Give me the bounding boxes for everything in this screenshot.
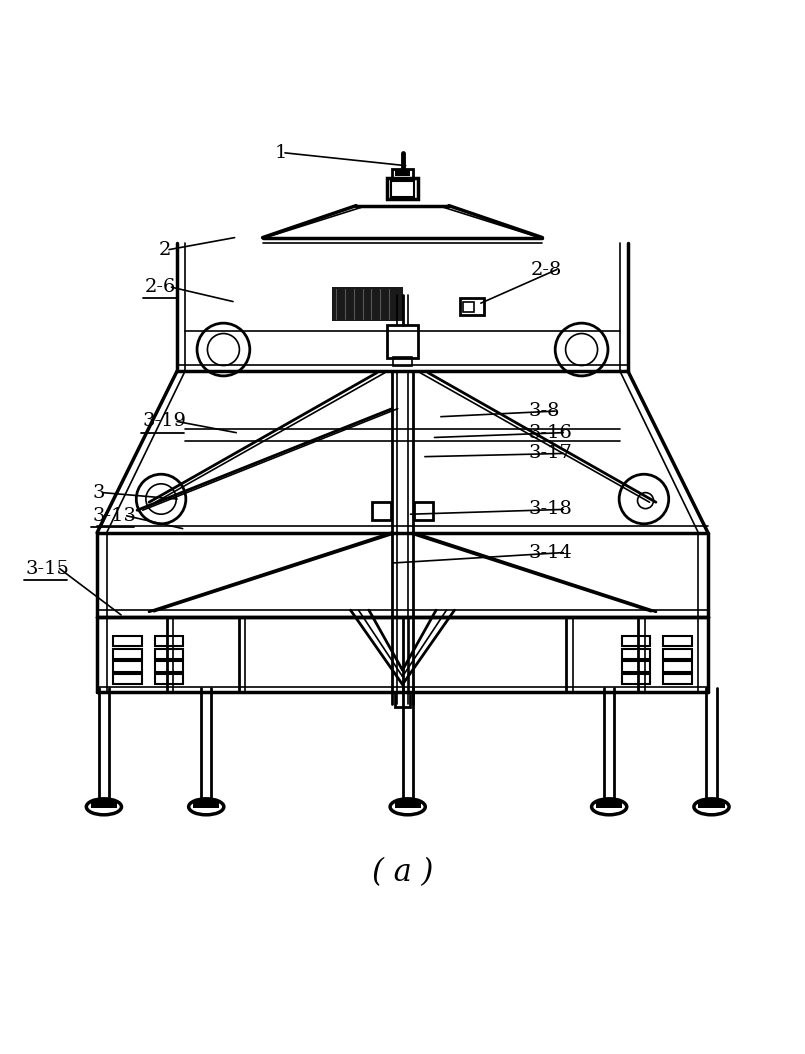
Bar	[663, 675, 692, 684]
Bar	[372, 502, 391, 520]
Text: ( a ): ( a )	[372, 857, 433, 887]
Text: 3: 3	[93, 484, 105, 502]
Bar	[460, 297, 484, 315]
Bar	[155, 636, 184, 646]
Bar	[113, 675, 142, 684]
Bar	[621, 636, 650, 646]
Bar	[394, 800, 421, 808]
Bar	[621, 661, 650, 671]
Bar	[596, 800, 622, 808]
Circle shape	[638, 492, 654, 509]
Bar	[414, 502, 433, 520]
Text: 3-8: 3-8	[529, 402, 560, 421]
Bar	[155, 661, 184, 671]
Bar	[386, 325, 419, 358]
Text: 3-14: 3-14	[529, 544, 572, 562]
Bar	[113, 661, 142, 671]
Text: 2: 2	[159, 240, 171, 258]
Bar	[621, 675, 650, 684]
Text: 1: 1	[275, 143, 287, 162]
Text: 2-6: 2-6	[145, 278, 176, 296]
Bar	[393, 356, 412, 367]
Bar	[698, 800, 724, 808]
Bar	[621, 648, 650, 659]
Text: 3-18: 3-18	[529, 501, 572, 519]
Bar	[394, 692, 411, 707]
Text: 3-16: 3-16	[529, 424, 572, 442]
Ellipse shape	[188, 799, 224, 815]
Bar	[663, 661, 692, 671]
Text: 3-15: 3-15	[25, 560, 69, 578]
Text: 3-17: 3-17	[529, 445, 572, 463]
Bar	[155, 675, 184, 684]
Bar	[155, 648, 184, 659]
Bar	[390, 181, 415, 197]
Bar	[113, 636, 142, 646]
Text: 2-8: 2-8	[530, 260, 562, 278]
Bar	[113, 648, 142, 659]
Bar	[332, 287, 402, 320]
Ellipse shape	[86, 799, 122, 815]
Bar	[193, 800, 220, 808]
Ellipse shape	[390, 799, 425, 815]
Ellipse shape	[694, 799, 729, 815]
Bar	[463, 301, 473, 312]
Text: 3-13: 3-13	[93, 507, 136, 525]
Bar	[91, 800, 117, 808]
Bar	[386, 178, 419, 199]
Bar	[663, 648, 692, 659]
Text: 3-19: 3-19	[142, 412, 187, 430]
Bar	[392, 169, 413, 178]
Bar	[663, 636, 692, 646]
Bar	[394, 171, 411, 176]
Ellipse shape	[592, 799, 627, 815]
